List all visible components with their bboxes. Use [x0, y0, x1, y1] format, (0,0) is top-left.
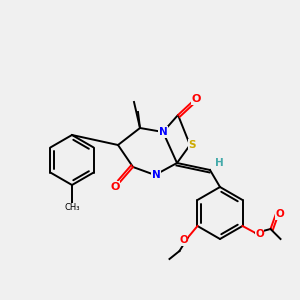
Text: O: O [255, 229, 264, 239]
Text: O: O [110, 182, 120, 192]
Text: O: O [179, 235, 188, 245]
Text: N: N [152, 170, 160, 180]
Text: O: O [275, 209, 284, 219]
Text: N: N [159, 127, 167, 137]
Text: H: H [214, 158, 224, 168]
Text: CH₃: CH₃ [64, 203, 80, 212]
Text: O: O [191, 94, 201, 104]
Text: S: S [188, 140, 196, 150]
